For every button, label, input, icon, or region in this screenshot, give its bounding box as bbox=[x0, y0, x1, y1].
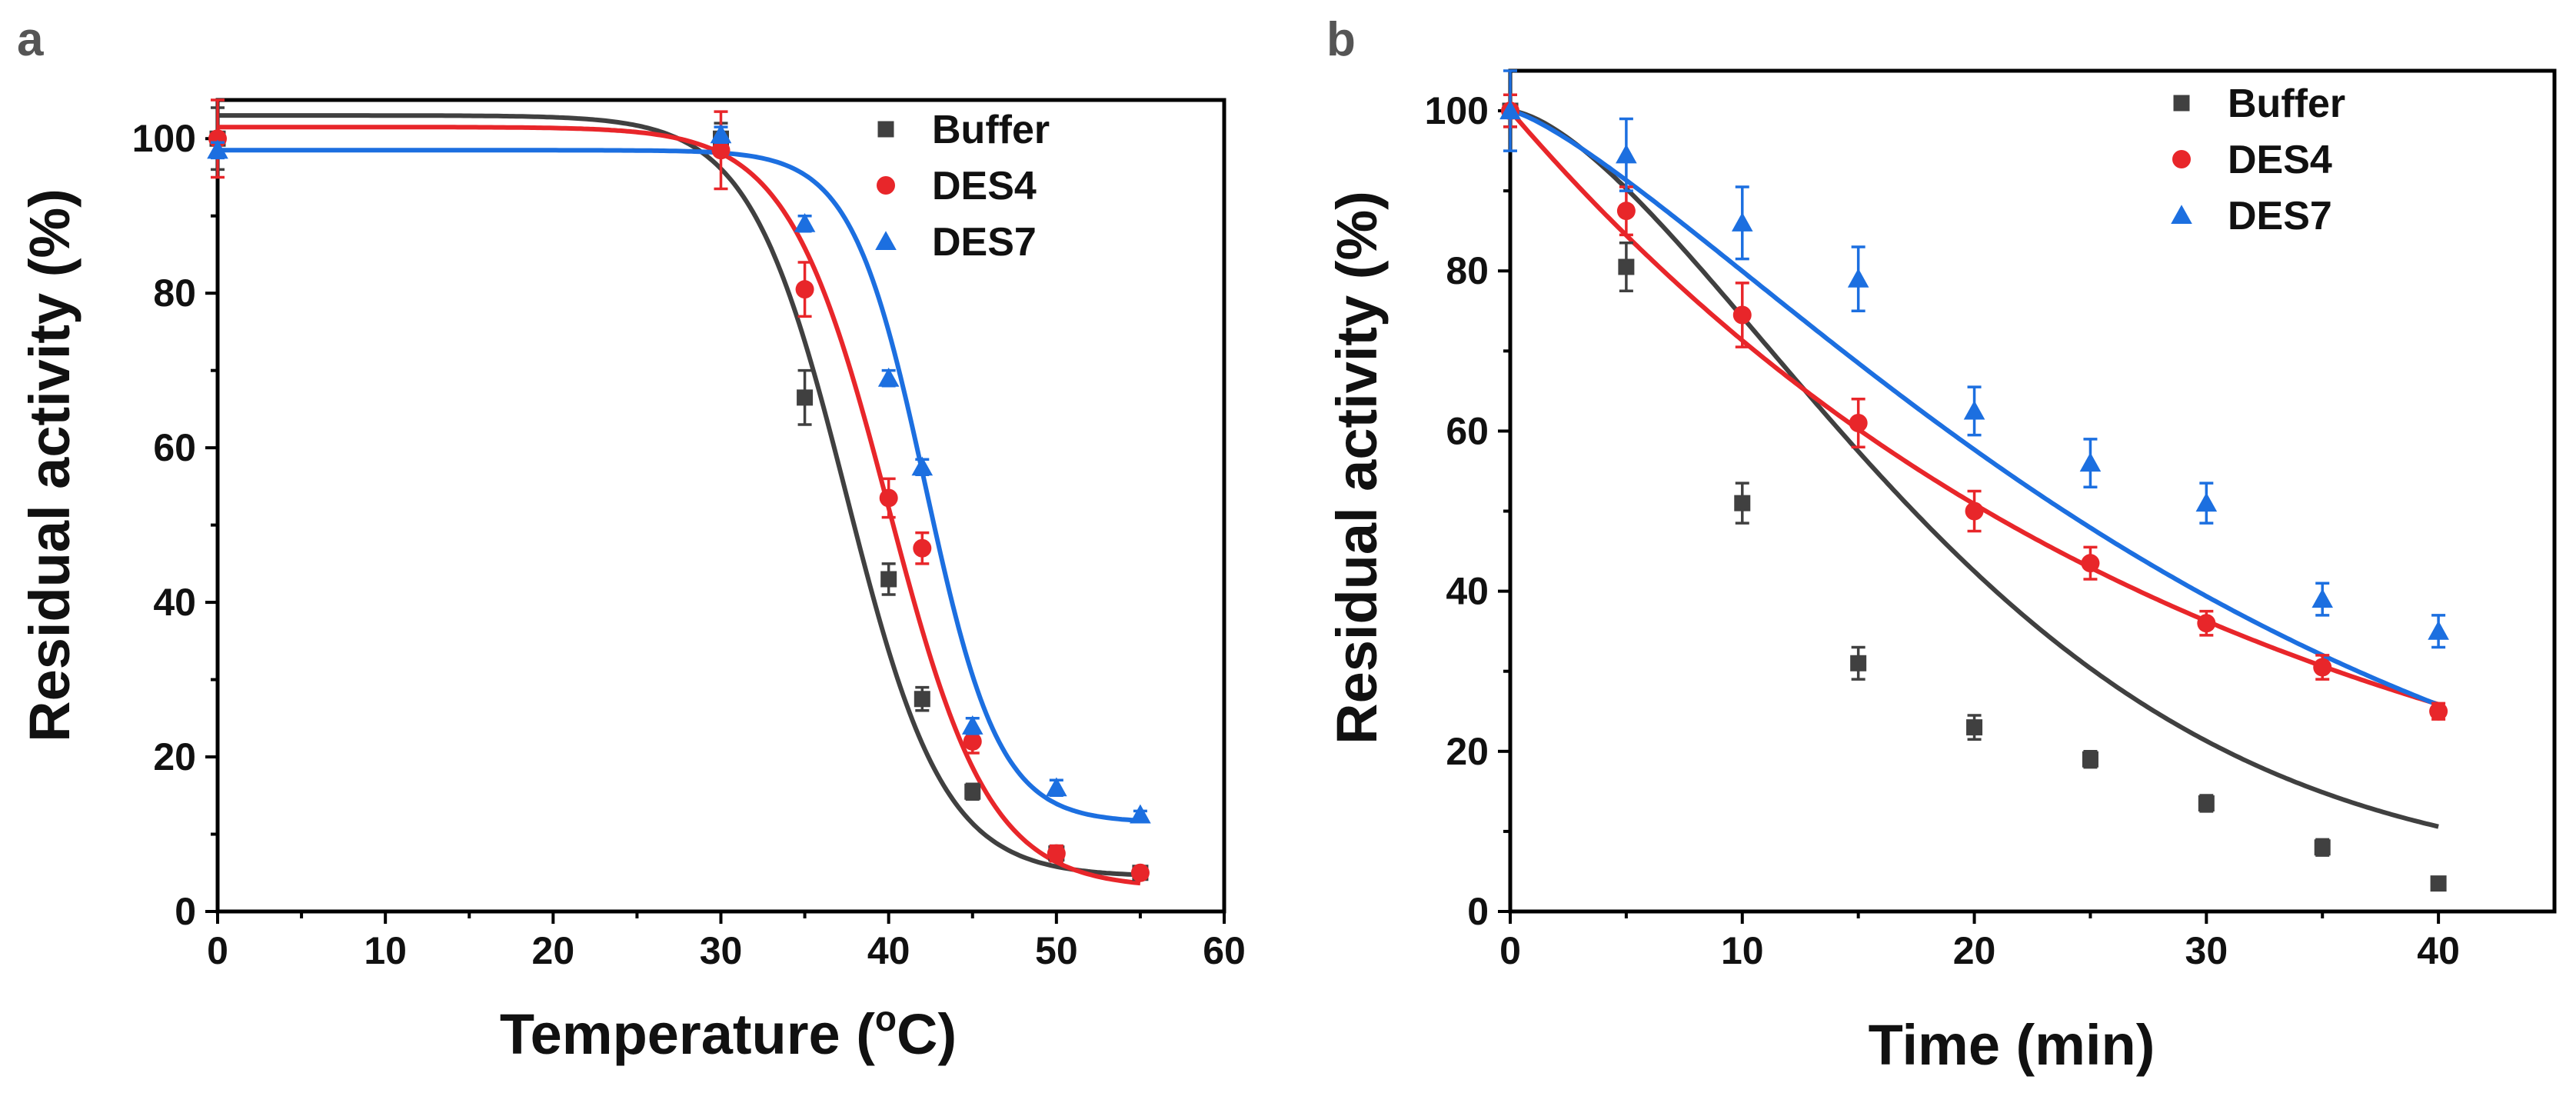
chart-a-point-des4 bbox=[963, 731, 982, 751]
chart-b-point-des4 bbox=[2429, 701, 2448, 721]
chart-b-legend-marker-buffer bbox=[2173, 95, 2190, 112]
chart-b-legend-marker-des7 bbox=[2171, 205, 2192, 225]
chart-b-x-tick-label: 20 bbox=[1953, 929, 1996, 972]
chart-a-y-tick-label: 0 bbox=[175, 890, 196, 933]
chart-a-point-des7 bbox=[911, 456, 934, 476]
chart-b-y-tick-label: 100 bbox=[1425, 89, 1489, 132]
chart-b-point-buffer bbox=[2314, 839, 2331, 856]
chart-b-point-des4 bbox=[2313, 658, 2332, 677]
chart-a-point-buffer bbox=[797, 389, 814, 406]
chart-b-point-des7 bbox=[1847, 268, 1869, 288]
chart-a-point-des7 bbox=[710, 124, 732, 144]
chart-a-point-des7 bbox=[207, 139, 228, 159]
chart-b-point-des4 bbox=[1965, 502, 1984, 521]
chart-a-point-buffer bbox=[964, 783, 981, 800]
chart-a-legend-label: Buffer bbox=[932, 108, 1050, 152]
chart-a-x-tick-label: 20 bbox=[532, 929, 575, 972]
chart-b-point-des7 bbox=[2195, 492, 2218, 512]
chart-a-y-tick-label: 20 bbox=[153, 735, 196, 778]
chart-a-y-axis-label: Residual activity (%) bbox=[18, 188, 82, 742]
chart-a-legend-marker-des7 bbox=[875, 231, 897, 251]
chart-b-point-des7 bbox=[1963, 400, 1985, 420]
chart-a-point-des4 bbox=[711, 141, 731, 160]
chart-a-y-tick-label: 40 bbox=[153, 581, 196, 624]
chart-b-y-tick-label: 60 bbox=[1446, 409, 1489, 452]
chart-a-x-tick-label: 10 bbox=[364, 929, 407, 972]
chart-b-x-tick-label: 40 bbox=[2417, 929, 2460, 972]
panel-label-b: b bbox=[1326, 13, 1356, 66]
chart-a-plot-frame bbox=[215, 98, 1226, 914]
chart-b-point-des7 bbox=[1616, 144, 1637, 164]
chart-b-x-tick-label: 0 bbox=[1499, 929, 1521, 972]
chart-b-y-tick-label: 0 bbox=[1467, 890, 1489, 933]
chart-b-point-buffer bbox=[1850, 655, 1867, 671]
chart-a-point-des4 bbox=[1047, 844, 1066, 863]
chart-a-point-des7 bbox=[794, 212, 816, 232]
chart-a-x-axis-label: Temperature (oC) bbox=[500, 998, 957, 1066]
chart-b-legend-label: Buffer bbox=[2228, 82, 2345, 126]
chart-a-legend-label: DES4 bbox=[932, 164, 1037, 208]
chart-b-point-des4 bbox=[1732, 305, 1752, 325]
chart-a-fit-des7 bbox=[218, 148, 1141, 823]
chart-b-point-des7 bbox=[1731, 212, 1753, 232]
chart-b-x-tick-label: 10 bbox=[1721, 929, 1764, 972]
chart-b-plot-frame bbox=[1508, 68, 2557, 914]
chart-a-x-tick-label: 30 bbox=[700, 929, 743, 972]
chart-b-point-buffer bbox=[2198, 795, 2215, 811]
chart-b-legend-label: DES7 bbox=[2228, 194, 2332, 238]
chart-b-y-tick-label: 40 bbox=[1446, 570, 1489, 613]
chart-a-point-des4 bbox=[879, 488, 898, 508]
chart-a-y-tick-label: 60 bbox=[153, 426, 196, 469]
chart-b-legend-marker-des4 bbox=[2172, 150, 2191, 168]
chart-a-point-des4 bbox=[795, 280, 814, 299]
chart-b-point-buffer bbox=[2082, 751, 2098, 768]
chart-b-fit-buffer bbox=[1509, 108, 2439, 829]
chart-a: 0 10 20 30 40 50 60 0 20 40 60 80 100 Buffer DES4 DES7 bbox=[132, 98, 1246, 972]
chart-a-point-des7 bbox=[961, 715, 983, 735]
chart-a-point-des4 bbox=[1130, 863, 1150, 882]
chart-b-point-des4 bbox=[2197, 614, 2216, 633]
chart-b-point-buffer bbox=[1966, 719, 1983, 736]
chart-a-x-tick-label: 60 bbox=[1203, 929, 1246, 972]
chart-a-y-tick-label: 100 bbox=[132, 117, 196, 160]
chart-b-point-des4 bbox=[1849, 414, 1868, 433]
chart-b-x-tick-label: 30 bbox=[2185, 929, 2228, 972]
chart-a-point-des7 bbox=[1130, 804, 1151, 824]
chart-b-y-axis-label: Residual activity (%) bbox=[1325, 191, 1389, 745]
chart-a-point-buffer bbox=[880, 571, 897, 588]
chart-b-point-des4 bbox=[1616, 202, 1636, 221]
chart-b-point-des7 bbox=[2311, 588, 2334, 608]
chart-a-point-des7 bbox=[877, 367, 900, 387]
chart-b-point-buffer bbox=[1618, 258, 1635, 275]
chart-b-y-tick-label: 20 bbox=[1446, 730, 1489, 773]
chart-b-y-tick-label: 80 bbox=[1446, 249, 1489, 292]
chart-a-fit-des4 bbox=[218, 125, 1141, 886]
chart-a-legend-label: DES7 bbox=[932, 220, 1037, 265]
chart-a-x-tick-label: 50 bbox=[1035, 929, 1078, 972]
chart-b-point-des7 bbox=[2428, 620, 2449, 640]
chart-a-point-des7 bbox=[1046, 777, 1067, 797]
chart-a-legend-marker-buffer bbox=[877, 121, 894, 138]
chart-b-point-des7 bbox=[2079, 452, 2102, 472]
chart-b-point-buffer bbox=[2430, 875, 2447, 892]
chart-a-point-buffer bbox=[914, 691, 930, 708]
chart-b-fit-des7 bbox=[1509, 108, 2440, 708]
chart-b-legend-label: DES4 bbox=[2228, 138, 2332, 182]
chart-a-point-des4 bbox=[913, 538, 932, 558]
chart-a-legend-marker-des4 bbox=[877, 176, 895, 195]
chart-b: 0 10 20 30 40 0 20 40 60 80 100 Buffer DES4 DES7 bbox=[1425, 68, 2557, 972]
chart-a-y-tick-label: 80 bbox=[153, 272, 196, 315]
chart-a-x-tick-label: 40 bbox=[867, 929, 910, 972]
chart-b-x-axis-label: Time (min) bbox=[1869, 1013, 2155, 1077]
panel-label-a: a bbox=[17, 13, 44, 66]
chart-b-point-buffer bbox=[1734, 495, 1751, 512]
chart-a-x-tick-label: 0 bbox=[207, 929, 228, 972]
chart-b-point-des4 bbox=[2081, 554, 2100, 573]
chart-b-point-des7 bbox=[1499, 100, 1521, 120]
